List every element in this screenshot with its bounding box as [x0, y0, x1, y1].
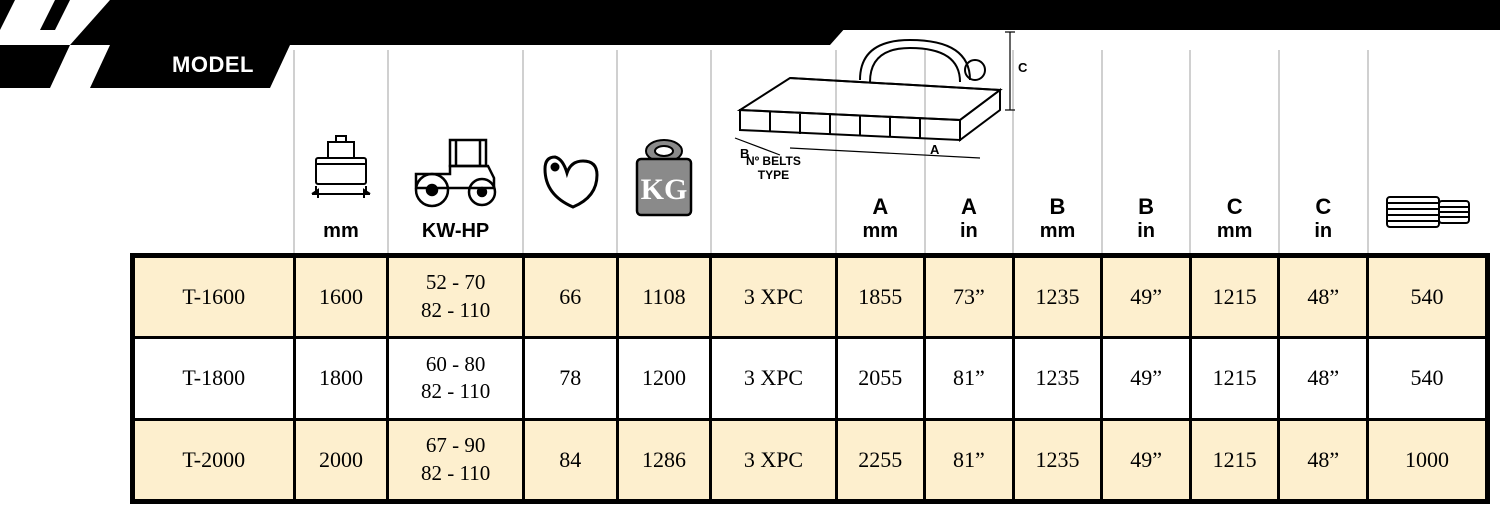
- table-row: T-1800180060 - 8082 - 1107812003 XPC2055…: [133, 337, 1488, 419]
- unit-mm-label: mm: [297, 220, 385, 243]
- spec-table-container: mm KW-HP: [130, 50, 1490, 504]
- cell: 540: [1368, 255, 1488, 337]
- belts-label-2: TYPE: [758, 168, 789, 182]
- dim-b-in-letter: B: [1105, 194, 1188, 220]
- cell: T-2000: [133, 419, 295, 501]
- dim-c-in-unit: in: [1282, 220, 1365, 243]
- cell: T-1800: [133, 337, 295, 419]
- cell: 1600: [294, 255, 388, 337]
- cell: 66: [523, 255, 617, 337]
- cell: 1108: [617, 255, 711, 337]
- col-a-in: A in: [925, 50, 1014, 255]
- dim-b-mm-unit: mm: [1016, 220, 1099, 243]
- col-belts: Nº BELTS TYPE: [711, 50, 836, 255]
- col-blades: [523, 50, 617, 255]
- cell: T-1600: [133, 255, 295, 337]
- cell: 60 - 8082 - 110: [388, 337, 524, 419]
- cell: 3 XPC: [711, 255, 836, 337]
- col-b-mm: B mm: [1013, 50, 1102, 255]
- cell: 1000: [1368, 419, 1488, 501]
- dim-c-mm-unit: mm: [1193, 220, 1276, 243]
- cell: 540: [1368, 337, 1488, 419]
- svg-text:KG: KG: [641, 173, 688, 206]
- cell: 1200: [617, 337, 711, 419]
- cell: 1215: [1190, 337, 1279, 419]
- col-pto: [1368, 50, 1488, 255]
- cell: 78: [523, 337, 617, 419]
- cell: 52 - 7082 - 110: [388, 255, 524, 337]
- model-heading: MODEL: [172, 52, 254, 78]
- cell: 1235: [1013, 419, 1102, 501]
- cell: 1235: [1013, 337, 1102, 419]
- table-row: T-1600160052 - 7082 - 1106611083 XPC1855…: [133, 255, 1488, 337]
- pto-shaft-icon: [1383, 187, 1473, 237]
- dim-b-in-unit: in: [1105, 220, 1188, 243]
- dim-c-mm-letter: C: [1193, 194, 1276, 220]
- cell: 67 - 9082 - 110: [388, 419, 524, 501]
- unit-kwhp-label: KW-HP: [391, 220, 521, 243]
- col-c-in: C in: [1279, 50, 1368, 255]
- belts-label-1: Nº BELTS: [746, 154, 801, 168]
- width-icon: [306, 134, 376, 214]
- cell: 48”: [1279, 337, 1368, 419]
- tractor-icon: [406, 134, 506, 214]
- blade-icon: [535, 147, 605, 237]
- cell: 3 XPC: [711, 337, 836, 419]
- table-header-row: mm KW-HP: [133, 50, 1488, 255]
- col-a-mm: A B C A mm: [836, 50, 925, 255]
- dim-a-mm-letter: A: [839, 194, 922, 220]
- cell: 1215: [1190, 255, 1279, 337]
- dim-a-mm-unit: mm: [839, 220, 922, 243]
- kg-icon: KG: [629, 137, 699, 237]
- dim-a-in-unit: in: [928, 220, 1011, 243]
- cell: 49”: [1102, 337, 1191, 419]
- dim-b-mm-letter: B: [1016, 194, 1099, 220]
- table-row: T-2000200067 - 9082 - 1108412863 XPC2255…: [133, 419, 1488, 501]
- cell: 2055: [836, 337, 925, 419]
- col-model: [133, 50, 295, 255]
- cell: 81”: [925, 419, 1014, 501]
- cell: 3 XPC: [711, 419, 836, 501]
- spec-table-body: T-1600160052 - 7082 - 1106611083 XPC1855…: [133, 255, 1488, 501]
- cell: 49”: [1102, 255, 1191, 337]
- col-power: KW-HP: [388, 50, 524, 255]
- cell: 84: [523, 419, 617, 501]
- col-b-in: B in: [1102, 50, 1191, 255]
- spec-table: mm KW-HP: [130, 50, 1490, 504]
- cell: 1235: [1013, 255, 1102, 337]
- cell: 48”: [1279, 255, 1368, 337]
- dim-a-in-letter: A: [928, 194, 1011, 220]
- cell: 1800: [294, 337, 388, 419]
- col-working-width: mm: [294, 50, 388, 255]
- cell: 1286: [617, 419, 711, 501]
- cell: 1855: [836, 255, 925, 337]
- cell: 49”: [1102, 419, 1191, 501]
- cell: 2255: [836, 419, 925, 501]
- col-c-mm: C mm: [1190, 50, 1279, 255]
- dim-c-in-letter: C: [1282, 194, 1365, 220]
- col-weight: KG: [617, 50, 711, 255]
- cell: 81”: [925, 337, 1014, 419]
- cell: 48”: [1279, 419, 1368, 501]
- cell: 73”: [925, 255, 1014, 337]
- cell: 2000: [294, 419, 388, 501]
- cell: 1215: [1190, 419, 1279, 501]
